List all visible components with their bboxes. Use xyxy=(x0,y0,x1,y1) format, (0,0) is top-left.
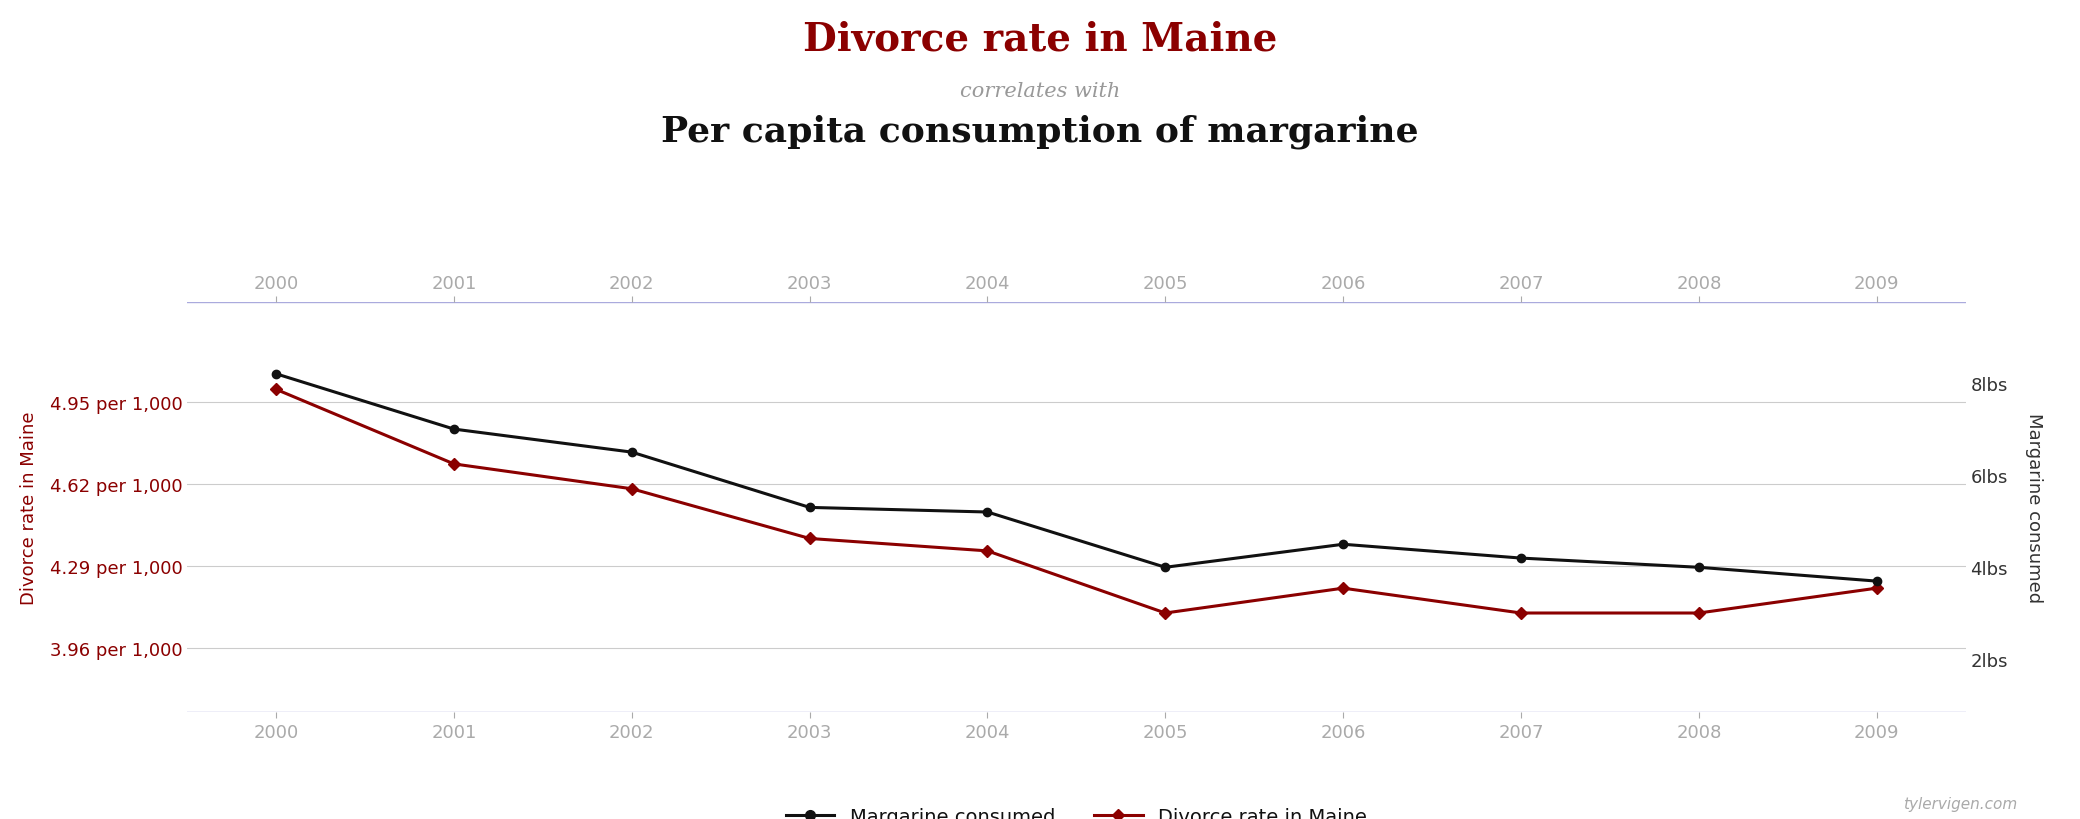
Text: correlates with: correlates with xyxy=(959,82,1121,101)
Text: Divorce rate in Maine: Divorce rate in Maine xyxy=(803,20,1277,58)
Text: Per capita consumption of margarine: Per capita consumption of margarine xyxy=(661,115,1419,149)
Y-axis label: Divorce rate in Maine: Divorce rate in Maine xyxy=(21,411,37,604)
Text: tylervigen.com: tylervigen.com xyxy=(1903,796,2018,811)
Y-axis label: Margarine consumed: Margarine consumed xyxy=(2024,413,2043,603)
Legend: Margarine consumed, Divorce rate in Maine: Margarine consumed, Divorce rate in Main… xyxy=(778,799,1375,819)
